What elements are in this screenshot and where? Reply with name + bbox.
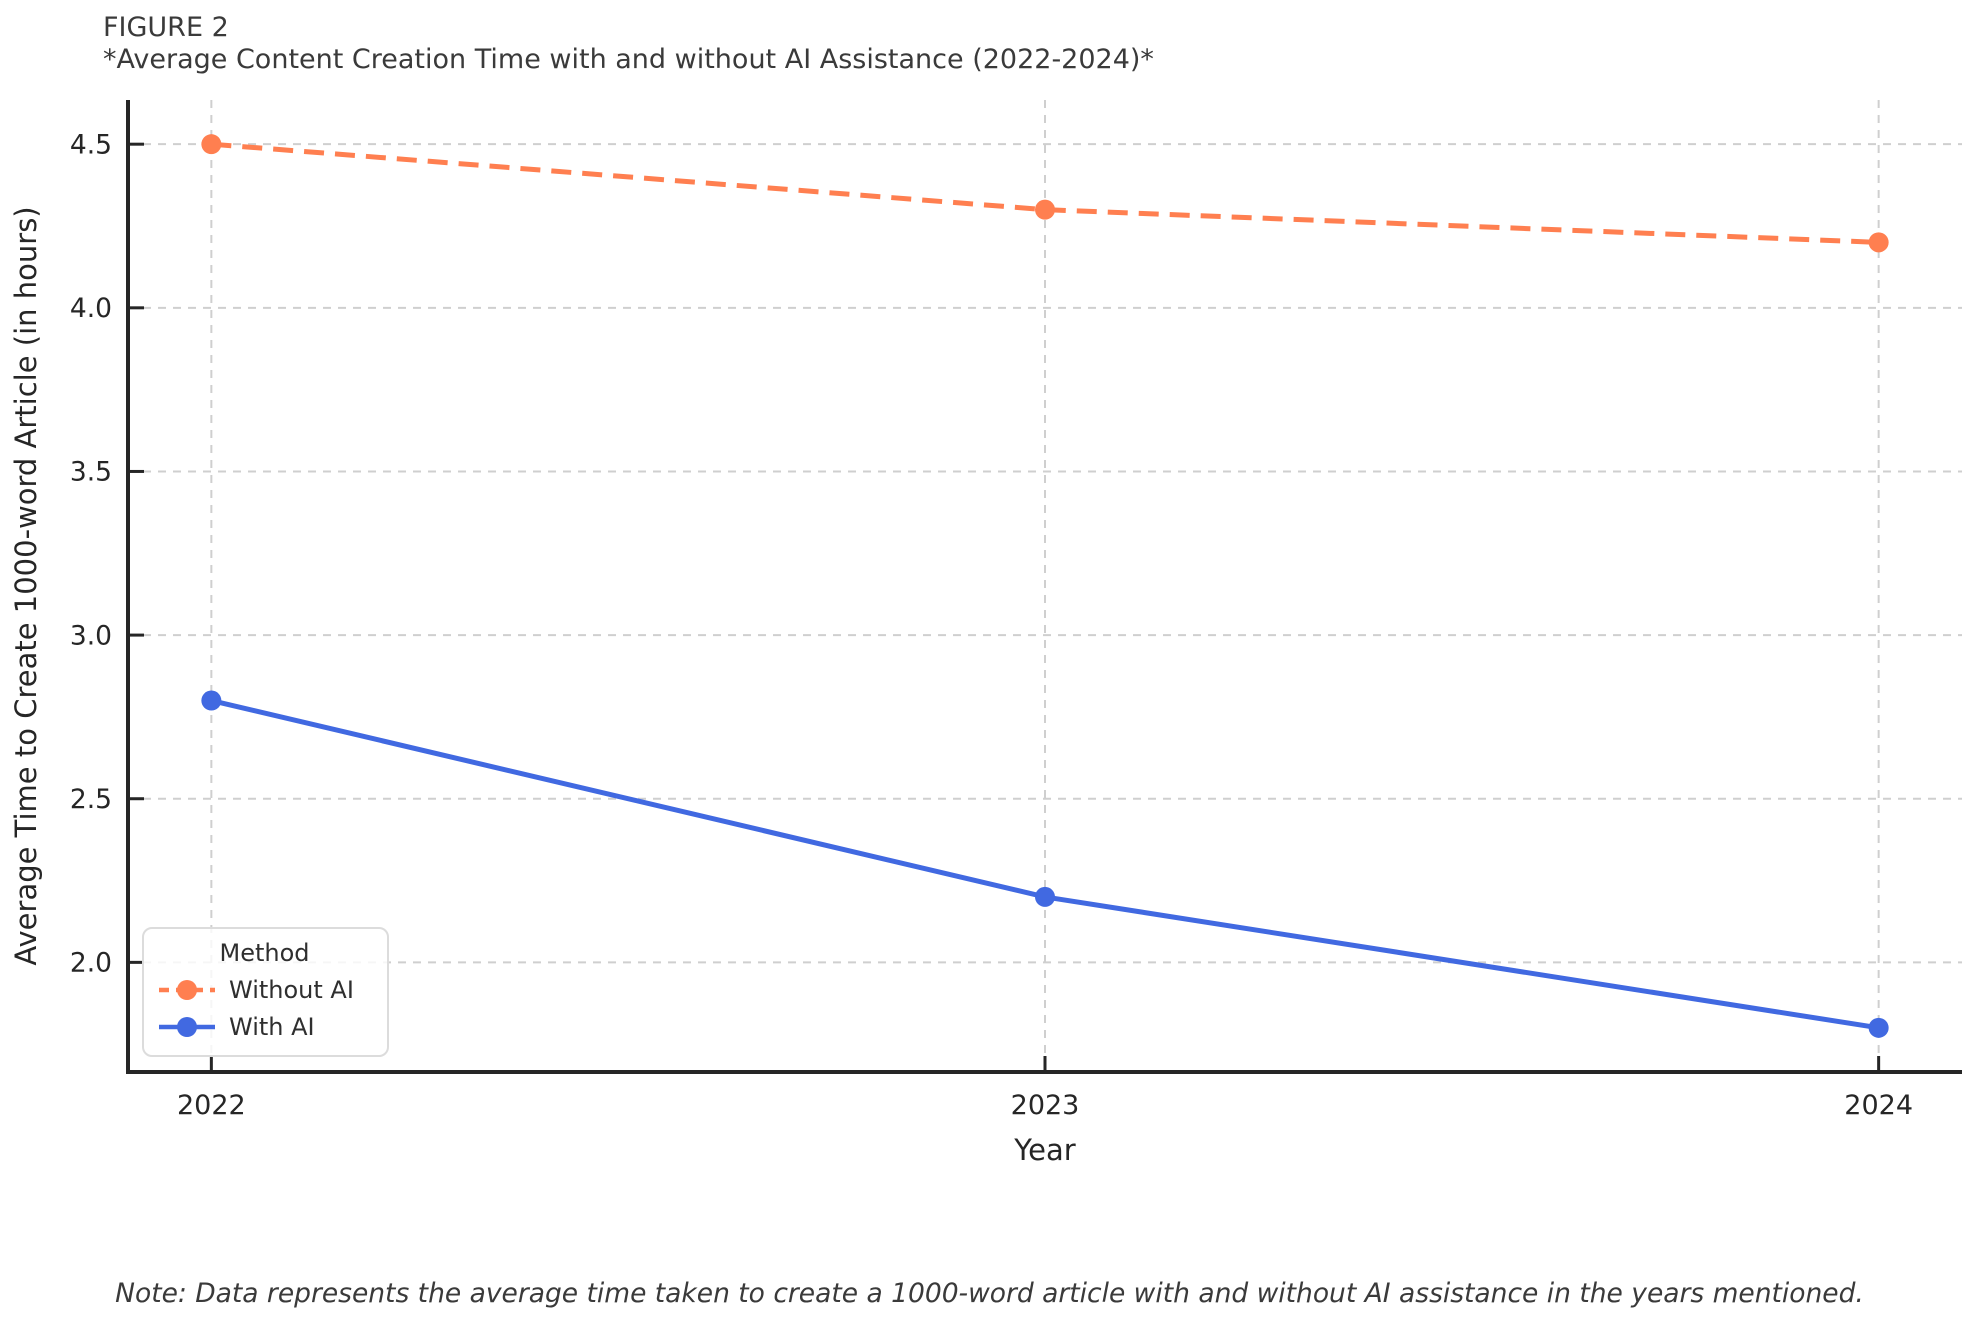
data-point-with-ai [201,690,222,711]
series-with-ai [201,690,1889,1038]
x-tick-label: 2023 [1011,1090,1080,1121]
legend-swatch-without-ai [159,980,215,1000]
y-tick-label: 4.0 [70,293,112,324]
legend-item-with-ai: With AI [158,1013,371,1041]
data-point-without-ai [1035,199,1055,220]
y-axis-label: Average Time to Create 1000-word Article… [9,206,43,965]
data-point-without-ai [1868,232,1889,253]
y-tick-label: 2.0 [70,948,112,979]
line-chart-canvas: 2.0 2.5 3.0 3.5 4.0 4.5 2022 2023 2024 Year Averag… [9,100,1962,1167]
data-point-with-ai [1035,886,1055,907]
legend-item-label: Without AI [229,976,354,1004]
legend-title: Method [219,939,310,967]
axis-ticks: 2.0 2.5 3.0 3.5 4.0 4.5 2022 2023 2024 [70,129,1913,1121]
legend: Method Without AI With AI [142,927,389,1057]
x-tick-label: 2024 [1844,1090,1913,1121]
legend-items: Without AI With AI [158,976,371,1041]
data-point-without-ai [201,134,222,155]
x-axis-label: Year [1013,1133,1075,1167]
figure-label: FIGURE 2 [103,12,229,43]
y-tick-label: 2.5 [70,784,112,815]
y-tick-label: 3.5 [70,457,112,488]
gridlines [128,100,1962,1072]
y-tick-label: 3.0 [70,620,112,651]
y-tick-label: 4.5 [70,129,112,160]
figure-title: *Average Content Creation Time with and … [103,44,1154,75]
legend-item-label: With AI [229,1013,315,1041]
legend-item-without-ai: Without AI [158,976,371,1004]
note-text: Note: Data represents the average time t… [115,1278,1864,1309]
figure-title-block: FIGURE 2 *Average Content Creation Time … [103,12,1154,76]
x-tick-label: 2022 [177,1090,246,1121]
legend-swatch-with-ai [159,1017,215,1037]
data-point-with-ai [1868,1017,1889,1038]
series-without-ai [201,134,1889,253]
